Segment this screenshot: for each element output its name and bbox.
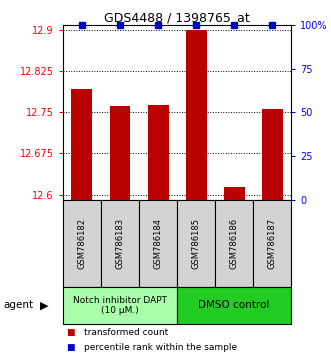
Text: GSM786184: GSM786184 <box>154 218 163 269</box>
Bar <box>110 106 130 200</box>
Bar <box>71 89 92 200</box>
Text: GSM786185: GSM786185 <box>192 218 201 269</box>
Bar <box>63 287 177 324</box>
Bar <box>253 200 291 287</box>
Text: GSM786187: GSM786187 <box>268 218 277 269</box>
Bar <box>148 105 168 200</box>
Bar <box>224 187 245 200</box>
Text: DMSO control: DMSO control <box>199 300 270 310</box>
Text: GSM786182: GSM786182 <box>77 218 86 269</box>
Bar <box>215 200 253 287</box>
Text: transformed count: transformed count <box>84 328 169 337</box>
Text: Notch inhibitor DAPT
(10 μM.): Notch inhibitor DAPT (10 μM.) <box>73 296 167 315</box>
Bar <box>101 200 139 287</box>
Text: GSM786186: GSM786186 <box>230 218 239 269</box>
Text: percentile rank within the sample: percentile rank within the sample <box>84 343 238 352</box>
Bar <box>186 30 207 200</box>
Bar <box>139 200 177 287</box>
Text: ■: ■ <box>66 343 75 352</box>
Title: GDS4488 / 1398765_at: GDS4488 / 1398765_at <box>104 11 250 24</box>
Text: ▶: ▶ <box>40 300 49 310</box>
Text: agent: agent <box>3 300 33 310</box>
Bar <box>177 200 215 287</box>
Bar <box>262 109 283 200</box>
Bar <box>177 287 291 324</box>
Text: GSM786183: GSM786183 <box>116 218 124 269</box>
Bar <box>63 200 101 287</box>
Text: ■: ■ <box>66 328 75 337</box>
